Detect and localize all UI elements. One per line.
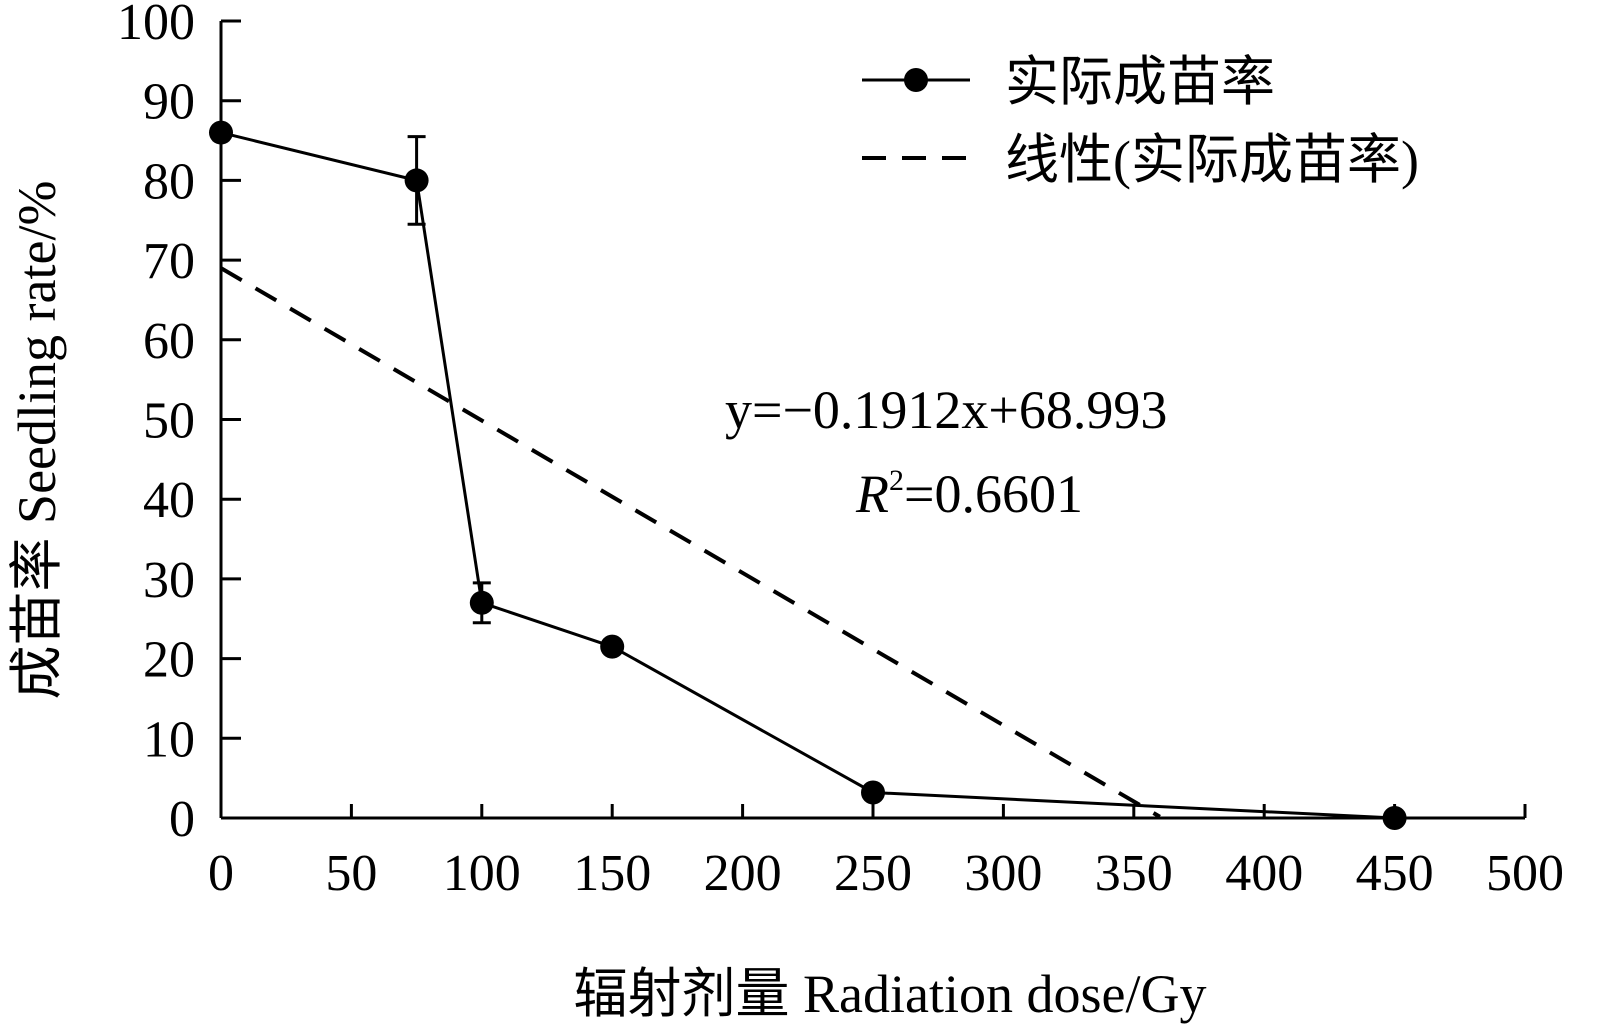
y-tick-label: 80	[143, 153, 195, 210]
y-tick-label: 100	[117, 0, 195, 51]
r-squared-value: =0.6601	[904, 464, 1083, 524]
legend-marker-actual	[904, 68, 928, 92]
x-tick-label: 250	[834, 845, 912, 902]
x-tick-label: 500	[1486, 845, 1564, 902]
series-line-actual	[220, 131, 1395, 820]
x-tick-label: 350	[1095, 845, 1173, 902]
y-tick-label: 50	[143, 393, 195, 450]
y-tick-label: 90	[143, 74, 195, 131]
data-point	[209, 120, 233, 145]
data-point	[404, 168, 429, 193]
y-tick-label: 30	[143, 552, 195, 609]
series-group	[209, 120, 1407, 830]
trend-equation: y=−0.1912x+68.993	[725, 380, 1167, 440]
data-point	[1382, 806, 1407, 830]
y-axis-ticks: 0 10 20 30 40 50 60 70 80 90 100	[117, 0, 241, 848]
y-axis-title: 成苗率 Seedling rate/%	[7, 181, 67, 700]
x-tick-label: 150	[573, 845, 651, 902]
x-tick-label: 50	[325, 845, 377, 902]
legend-label-actual: 实际成苗率	[1005, 52, 1275, 112]
data-point	[600, 634, 625, 659]
r-squared-superscript: 2	[889, 464, 904, 497]
x-axis-title: 辐射剂量 Radiation dose/Gy	[574, 964, 1207, 1024]
y-tick-label: 40	[143, 472, 195, 529]
trend-line	[219, 266, 1161, 819]
legend-label-trend: 线性(实际成苗率)	[1005, 130, 1419, 190]
x-tick-label: 400	[1225, 845, 1303, 902]
x-tick-label: 200	[704, 845, 782, 902]
data-point	[469, 590, 494, 615]
y-tick-label: 0	[169, 791, 195, 848]
legend: 实际成苗率 线性(实际成苗率)	[862, 52, 1419, 190]
r-squared: R2=0.6601	[855, 464, 1083, 524]
y-tick-label: 70	[143, 233, 195, 290]
data-point	[861, 780, 885, 805]
y-tick-label: 10	[143, 711, 195, 768]
x-tick-label: 0	[208, 845, 234, 902]
r-squared-symbol: R	[855, 464, 889, 524]
trend-line-group	[219, 266, 1161, 819]
x-tick-label: 450	[1356, 845, 1434, 902]
y-tick-label: 60	[143, 313, 195, 370]
y-tick-label: 20	[143, 632, 195, 689]
x-tick-label: 300	[964, 845, 1042, 902]
x-axis-ticks: 0 50 100 150 200 250 300 350 400 450 500	[208, 804, 1564, 902]
x-tick-label: 100	[443, 845, 521, 902]
